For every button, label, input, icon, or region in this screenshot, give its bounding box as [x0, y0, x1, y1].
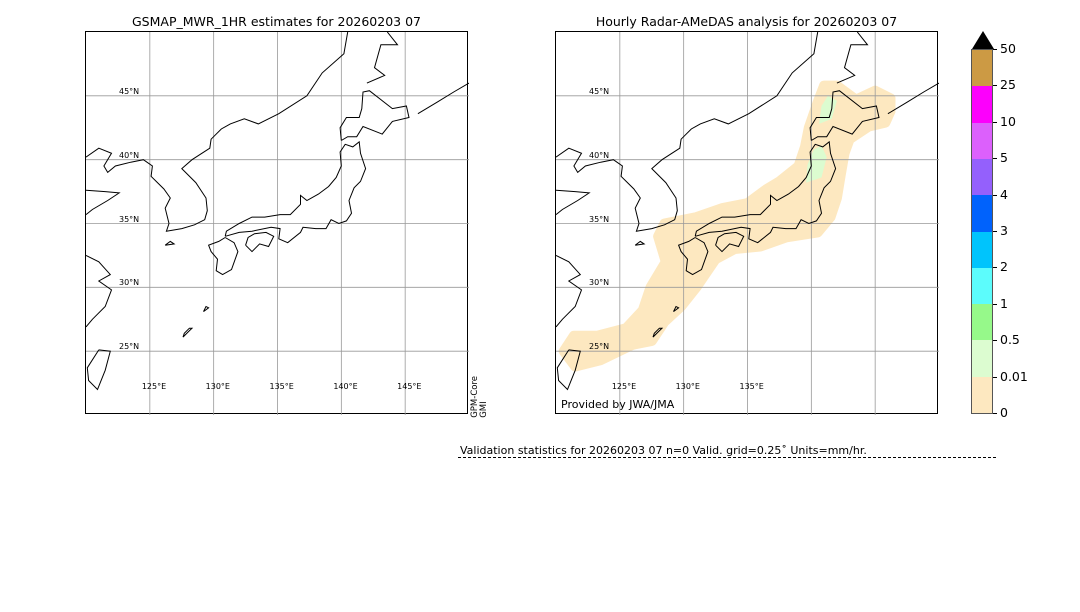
coastline-amami: [673, 305, 680, 313]
satellite-sensor-label: GPM-Core GMI: [470, 376, 489, 418]
colorbar-segment: [972, 85, 992, 123]
colorbar-label: 4: [1000, 186, 1008, 202]
colorbar-label: 1: [1000, 295, 1008, 311]
colorbar-tick: [993, 121, 997, 123]
lon-label: 130°E: [675, 382, 700, 391]
lat-label: 25°N: [119, 342, 140, 352]
right-map-title: Hourly Radar-AMeDAS analysis for 2026020…: [595, 14, 898, 29]
lon-label: 145°E: [397, 382, 422, 391]
lat-label: 40°N: [119, 150, 140, 160]
colorbar-segment: [972, 231, 992, 268]
coastline-taiwan: [86, 349, 111, 391]
colorbar-label: 3: [1000, 223, 1008, 238]
colorbar-label: 0.01: [1000, 368, 1028, 384]
coastline-taiwan: [556, 349, 581, 391]
lon-label: 125°E: [611, 382, 637, 391]
coastline-honshu: [694, 140, 837, 244]
coastline-kyushu: [207, 237, 239, 276]
colorbar-tick: [993, 231, 997, 232]
left-map-title: GSMAP_MWR_1HR estimates for 20260203 07: [132, 14, 421, 29]
colorbar-segment: [972, 376, 992, 413]
coastline-shikoku: [245, 231, 275, 253]
lat-label: 25°N: [589, 342, 610, 352]
colorbar-segment: [972, 303, 992, 341]
coastline-amami: [203, 305, 210, 313]
colorbar-label: 0.5: [1000, 332, 1020, 348]
coastline-jeju: [164, 240, 176, 246]
coastline-kyushu: [677, 237, 709, 276]
coastline-china_s: [86, 254, 113, 328]
coastline-kuril: [417, 82, 469, 115]
lat-label: 40°N: [589, 150, 610, 160]
colorbar-label: 2: [1000, 259, 1008, 275]
coastline-okinawa: [182, 327, 194, 338]
colorbar-label: 50: [1000, 41, 1016, 56]
lat-label: 30°N: [119, 278, 140, 288]
colorbar-segment: [972, 194, 992, 232]
coastline-mainland: [86, 32, 349, 232]
colorbar-tick: [993, 376, 997, 378]
colorbar-extend-arrow: [972, 31, 994, 49]
colorbar-tick: [993, 85, 997, 87]
colorbar-label: 25: [1000, 77, 1016, 93]
colorbar-tick: [993, 413, 997, 414]
coastline-shikoku: [715, 231, 745, 253]
coastline-hokkaido: [809, 90, 880, 141]
coastline-hokkaido: [339, 90, 410, 141]
colorbar-label: 10: [1000, 113, 1016, 129]
rain-area-0-0.01: [558, 80, 896, 372]
coastline-shandong: [86, 189, 121, 215]
coastline-shandong: [556, 189, 591, 215]
coastline-honshu: [224, 140, 367, 244]
lat-label: 45°N: [119, 86, 140, 96]
coastline-kuril: [887, 82, 939, 115]
coastline-okinawa: [652, 327, 664, 338]
colorbar-segment: [972, 158, 992, 196]
colorbar-segment: [972, 339, 992, 377]
radar-amedas-map-panel: 45°N 40°N 35°N 30°N 25°N 125°E 130°E 135°E: [555, 31, 939, 415]
validation-statistics: Validation statistics for 20260203 07 n=…: [460, 444, 867, 457]
lat-label: 30°N: [589, 278, 610, 288]
lat-label: 35°N: [119, 214, 140, 224]
colorbar-tick: [993, 267, 997, 269]
lat-label: 35°N: [589, 214, 610, 224]
lon-label: 135°E: [269, 382, 294, 391]
lon-label: 125°E: [141, 382, 167, 391]
colorbar-segment: [972, 267, 992, 305]
divider-line: [458, 457, 996, 458]
coastline-jeju: [634, 240, 646, 246]
colorbar-segment: [972, 49, 992, 87]
coastline-mainland: [556, 32, 819, 232]
colorbar-label: 5: [1000, 150, 1008, 166]
data-credit: Provided by JWA/JMA: [561, 398, 675, 411]
lon-label: 135°E: [739, 382, 764, 391]
gsmap-map-panel: 45°N 40°N 35°N 30°N 25°N 125°E 130°E 135°E 140°E…: [85, 31, 469, 415]
colorbar-tick: [993, 49, 997, 50]
colorbar: [971, 49, 993, 414]
coastline-sakhalin: [366, 32, 399, 84]
colorbar-tick: [993, 303, 997, 305]
colorbar-tick: [993, 158, 997, 160]
lon-label: 140°E: [333, 382, 358, 391]
lat-label: 45°N: [589, 86, 610, 96]
lon-label: 130°E: [205, 382, 230, 391]
colorbar-label: 0: [1000, 405, 1008, 420]
sensor-label: GMI: [479, 401, 489, 418]
coastline-sakhalin: [836, 32, 869, 84]
colorbar-tick: [993, 194, 997, 196]
coastline-china_s: [556, 254, 583, 328]
colorbar-segment: [972, 122, 992, 159]
colorbar-tick: [993, 340, 997, 342]
